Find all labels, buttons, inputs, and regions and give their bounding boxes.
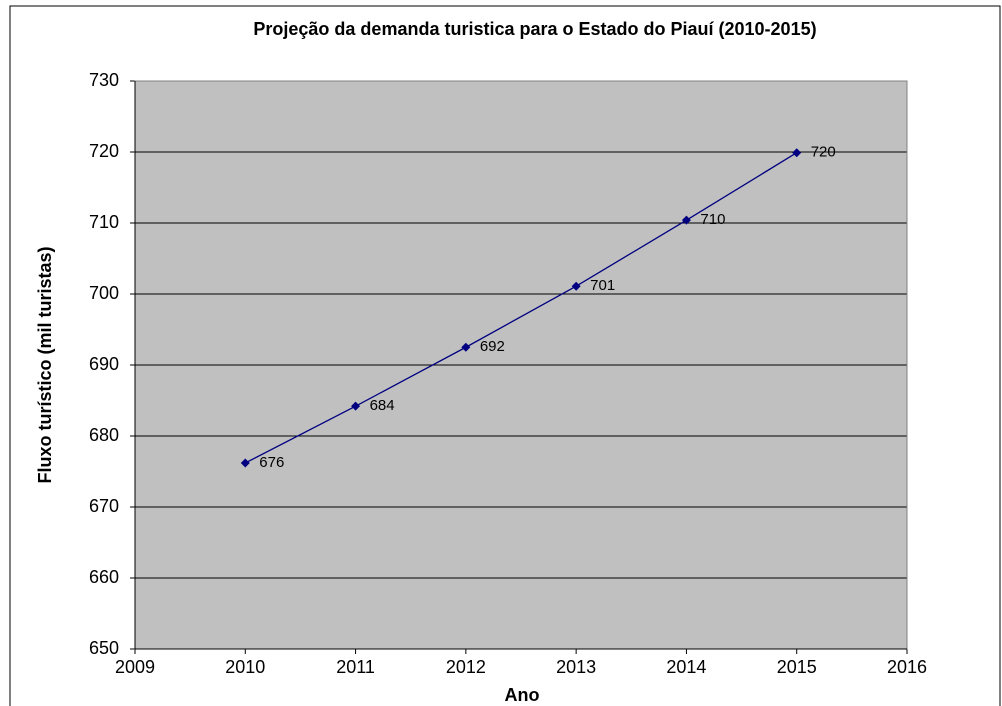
point-marker [351,401,361,411]
y-tick-label: 660 [89,567,119,587]
y-tick-label: 700 [89,283,119,303]
x-tick-label: 2013 [556,657,596,677]
x-axis-label: Ano [505,685,540,705]
y-tick-label: 720 [89,141,119,161]
point-marker [461,342,471,352]
y-tick-label: 650 [89,638,119,658]
series-line [244,152,798,464]
data-label: 720 [811,144,836,161]
x-tick-label: 2011 [336,657,375,677]
point-marker [792,148,802,158]
y-axis-label: Fluxo turístico (mil turistas) [35,246,55,483]
y-tick-label: 680 [89,425,119,445]
data-label: 692 [480,338,505,355]
x-tick-label: 2015 [777,657,817,677]
y-tick-label: 710 [89,212,119,232]
y-tick-label: 690 [89,354,119,374]
y-tick-label: 730 [89,70,119,90]
point-marker [571,281,581,291]
x-tick-label: 2012 [446,657,486,677]
y-tick-label: 670 [89,496,119,516]
x-tick-label: 2010 [225,657,265,677]
data-label: 701 [590,277,615,294]
chart-title: Projeção da demanda turistica para o Est… [253,19,816,39]
data-label: 676 [259,454,284,471]
x-tick-label: 2009 [115,657,155,677]
data-label: 684 [370,397,395,414]
x-tick-label: 2016 [887,657,927,677]
data-label: 710 [700,211,725,228]
point-marker [681,215,691,225]
point-marker [240,458,250,468]
x-tick-label: 2014 [666,657,706,677]
